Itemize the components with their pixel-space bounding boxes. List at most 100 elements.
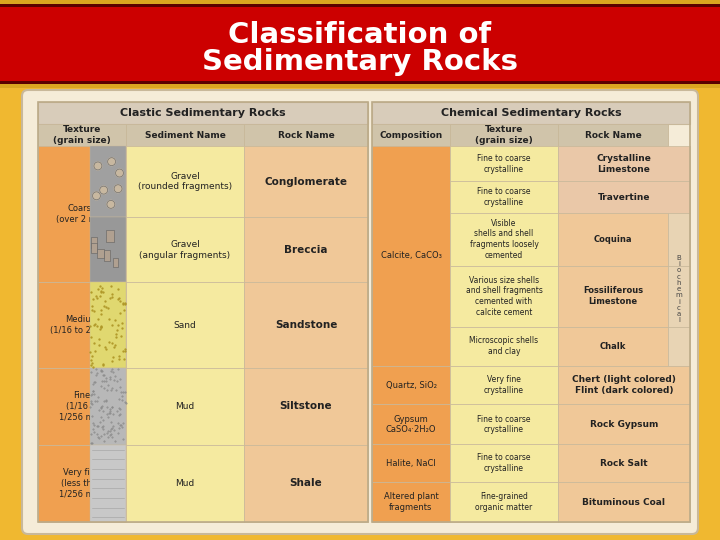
Bar — [372, 444, 450, 482]
Text: Fine to coarse
crystalline: Fine to coarse crystalline — [477, 415, 531, 434]
Bar — [558, 366, 690, 404]
Bar — [450, 366, 558, 404]
Text: Gravel
(angular fragments): Gravel (angular fragments) — [140, 240, 230, 260]
Text: Calcite, CaCO₃: Calcite, CaCO₃ — [381, 251, 441, 260]
Bar — [668, 266, 690, 327]
Text: Various size shells
and shell fragments
cemented with
calcite cement: Various size shells and shell fragments … — [466, 275, 542, 317]
Bar — [558, 327, 668, 366]
Bar — [244, 368, 368, 445]
Circle shape — [99, 186, 108, 194]
Text: Coquina: Coquina — [594, 235, 632, 244]
Bar — [244, 217, 368, 282]
Text: Fossiliferous
Limestone: Fossiliferous Limestone — [583, 286, 643, 306]
Bar — [558, 124, 668, 146]
Text: Texture
(grain size): Texture (grain size) — [475, 125, 533, 145]
Bar — [372, 482, 450, 522]
Text: Siltstone: Siltstone — [279, 401, 333, 411]
Bar — [126, 445, 244, 522]
Text: Conglomerate: Conglomerate — [264, 177, 348, 187]
Bar — [244, 146, 368, 217]
Text: Sediment Name: Sediment Name — [145, 131, 225, 139]
Text: Coarse
(over 2 mm): Coarse (over 2 mm) — [56, 204, 108, 224]
FancyBboxPatch shape — [22, 90, 698, 534]
Bar — [450, 444, 558, 482]
Bar — [104, 249, 110, 261]
Bar — [558, 444, 690, 482]
Bar — [0, 0, 720, 88]
Bar — [90, 146, 126, 217]
Bar — [90, 368, 126, 445]
Bar — [450, 482, 558, 522]
Bar — [450, 181, 558, 213]
Bar — [90, 282, 126, 368]
Bar — [558, 213, 668, 266]
Circle shape — [108, 158, 115, 166]
Bar — [126, 368, 244, 445]
Text: Chalk: Chalk — [600, 342, 626, 350]
Text: Very fine
crystalline: Very fine crystalline — [484, 375, 524, 395]
Text: Bituminous Coal: Bituminous Coal — [582, 497, 665, 507]
Bar — [558, 482, 690, 522]
Bar — [0, 7, 720, 81]
Bar — [558, 181, 690, 213]
Text: Gravel
(rounded fragments): Gravel (rounded fragments) — [138, 172, 232, 192]
Bar — [244, 124, 368, 146]
Bar — [90, 217, 126, 282]
Circle shape — [114, 185, 122, 193]
Text: Rock Name: Rock Name — [278, 131, 334, 139]
Circle shape — [107, 200, 115, 208]
Text: Halite, NaCl: Halite, NaCl — [386, 458, 436, 468]
Bar — [668, 213, 690, 266]
Bar — [38, 124, 126, 146]
Bar — [372, 124, 450, 146]
Text: Quartz, SiO₂: Quartz, SiO₂ — [385, 381, 436, 389]
Text: Gypsum
CaSO₄·2H₂O: Gypsum CaSO₄·2H₂O — [386, 415, 436, 434]
Bar — [668, 327, 690, 366]
Text: Fine to coarse
crystalline: Fine to coarse crystalline — [477, 454, 531, 473]
Bar — [126, 217, 244, 282]
Bar — [38, 282, 126, 368]
Bar — [450, 124, 558, 146]
Text: Sedimentary Rocks: Sedimentary Rocks — [202, 48, 518, 76]
Bar — [38, 102, 368, 124]
Text: Very fine
(less than
1/256 mm): Very fine (less than 1/256 mm) — [59, 468, 105, 499]
Text: Mud: Mud — [176, 479, 194, 488]
Text: Fine-grained
organic matter: Fine-grained organic matter — [475, 492, 533, 512]
Text: Fine
(1/16 to
1/256 mm): Fine (1/16 to 1/256 mm) — [59, 391, 105, 422]
Bar — [372, 102, 690, 124]
Bar — [372, 404, 450, 444]
Text: Classification of: Classification of — [228, 21, 492, 49]
Text: Altered plant
fragments: Altered plant fragments — [384, 492, 438, 512]
Bar — [450, 404, 558, 444]
Text: Fine to coarse
crystalline: Fine to coarse crystalline — [477, 154, 531, 174]
Text: Fine to coarse
crystalline: Fine to coarse crystalline — [477, 187, 531, 207]
Bar — [372, 366, 450, 404]
Text: Texture
(grain size): Texture (grain size) — [53, 125, 111, 145]
Text: Sand: Sand — [174, 321, 197, 329]
Bar — [126, 282, 244, 368]
Text: Clastic Sedimentary Rocks: Clastic Sedimentary Rocks — [120, 108, 286, 118]
Bar — [38, 368, 126, 445]
Bar — [126, 146, 244, 217]
Bar — [91, 242, 97, 253]
Bar — [97, 249, 104, 258]
Bar — [91, 237, 96, 248]
Bar — [558, 266, 668, 327]
Bar — [450, 327, 558, 366]
Bar — [90, 445, 126, 522]
Bar — [0, 4, 720, 84]
Bar — [112, 258, 118, 267]
Bar — [372, 146, 450, 366]
Text: Rock Gypsum: Rock Gypsum — [590, 420, 658, 429]
Text: Medium
(1/16 to 2 mm): Medium (1/16 to 2 mm) — [50, 315, 114, 335]
Bar — [372, 102, 690, 522]
Text: Composition: Composition — [379, 131, 443, 139]
Text: Mud: Mud — [176, 402, 194, 411]
Circle shape — [94, 162, 102, 170]
Text: B
i
o
c
h
e
m
i
c
a
l: B i o c h e m i c a l — [675, 255, 683, 323]
Bar — [107, 230, 114, 241]
Text: Chert (light colored)
Flint (dark colored): Chert (light colored) Flint (dark colore… — [572, 375, 676, 395]
Text: Breccia: Breccia — [284, 245, 328, 255]
Bar — [38, 102, 368, 522]
Bar — [450, 146, 558, 181]
